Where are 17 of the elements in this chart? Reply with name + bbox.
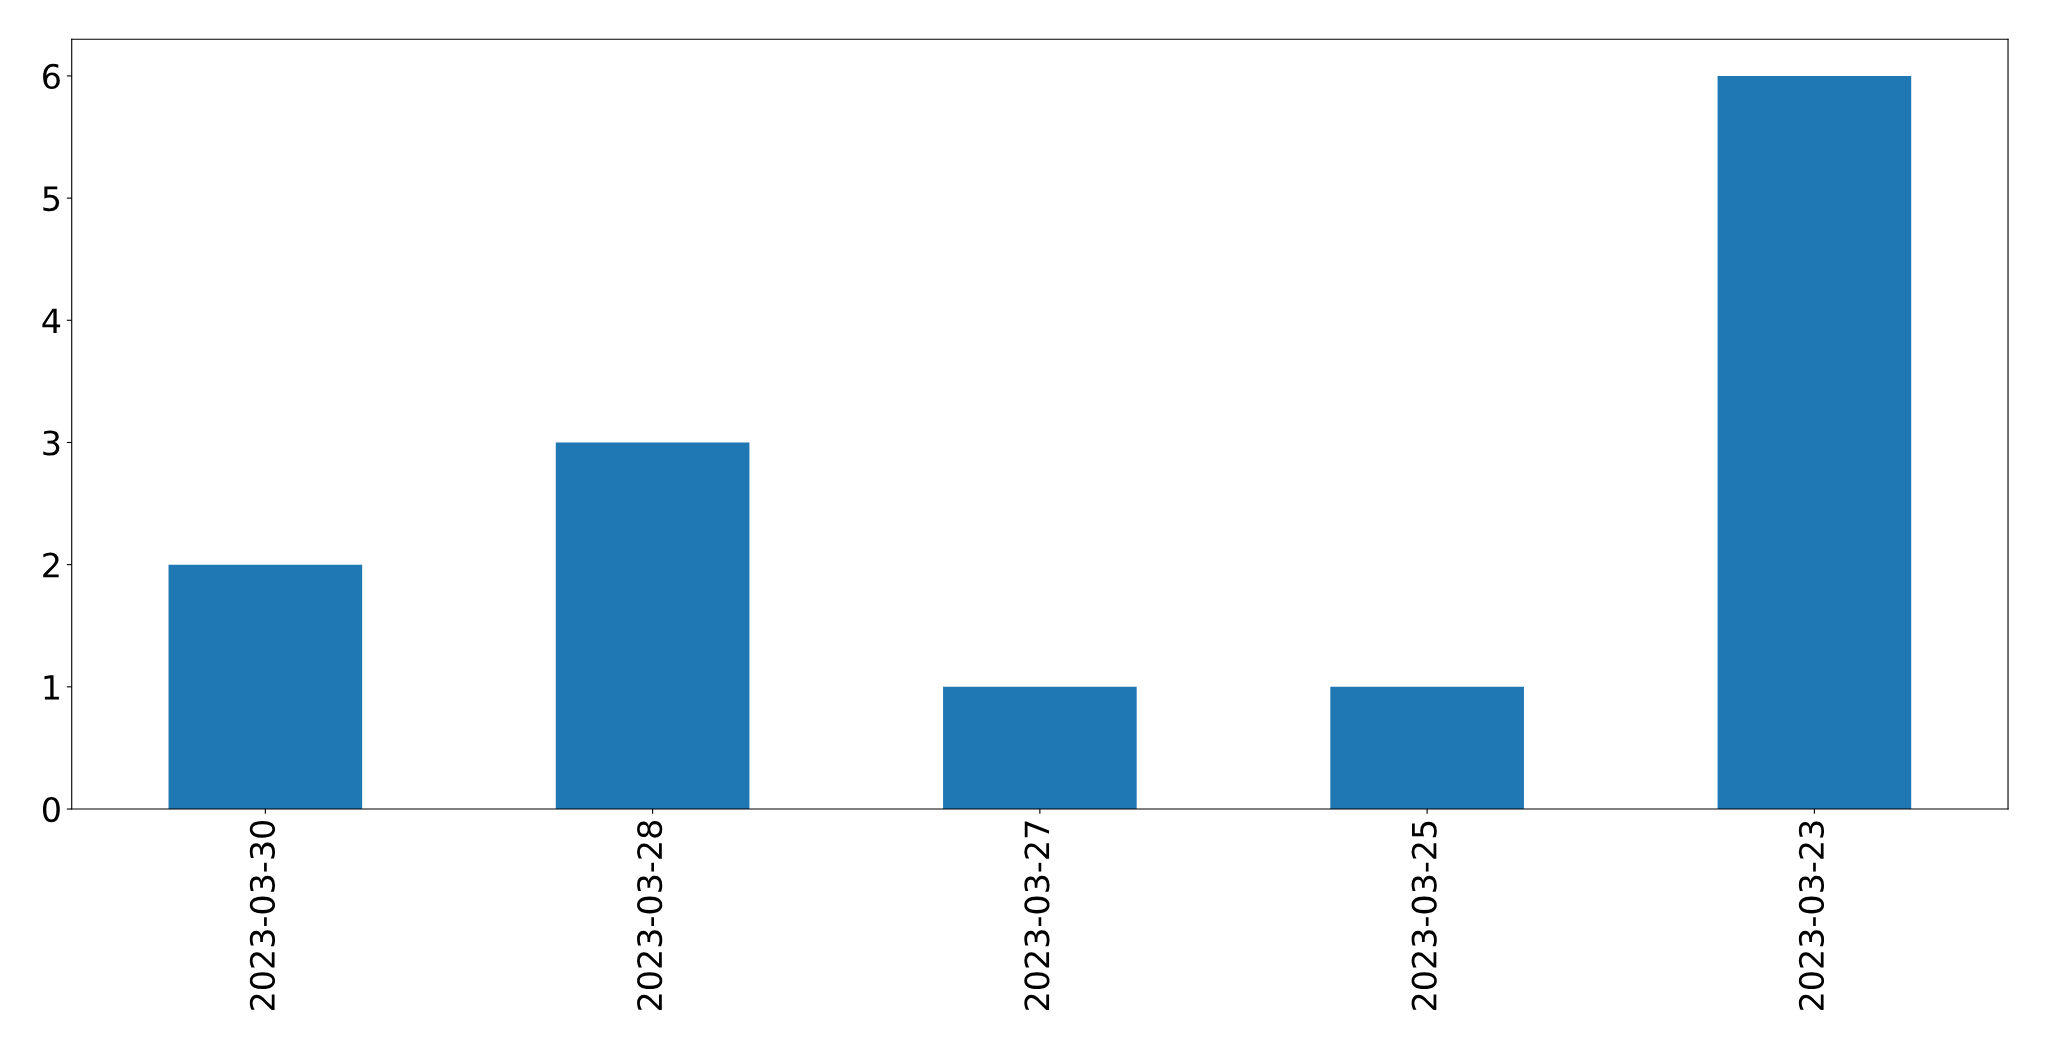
x-tick-label: 2023-03-27	[1024, 821, 1050, 1011]
bar	[168, 564, 363, 810]
bar	[1330, 686, 1524, 810]
x-tick-label: 2023-03-23	[1798, 821, 1825, 1011]
x-tick-label: 2023-03-25	[1411, 821, 1437, 1011]
y-tick-label: 5	[43, 186, 60, 212]
bar	[555, 442, 750, 810]
y-tick-label: 3	[43, 430, 60, 456]
x-tick-label: 2023-03-28	[637, 821, 663, 1011]
y-tick-label: 6	[43, 63, 60, 90]
y-tick-label: 4	[42, 308, 61, 333]
bar	[943, 686, 1137, 810]
x-tick-label: 2023-03-30	[249, 820, 276, 1011]
y-tick-label: 1	[44, 675, 59, 700]
bar	[1717, 75, 1912, 810]
y-tick-label: 0	[42, 796, 60, 823]
y-tick-label: 2	[43, 552, 59, 578]
